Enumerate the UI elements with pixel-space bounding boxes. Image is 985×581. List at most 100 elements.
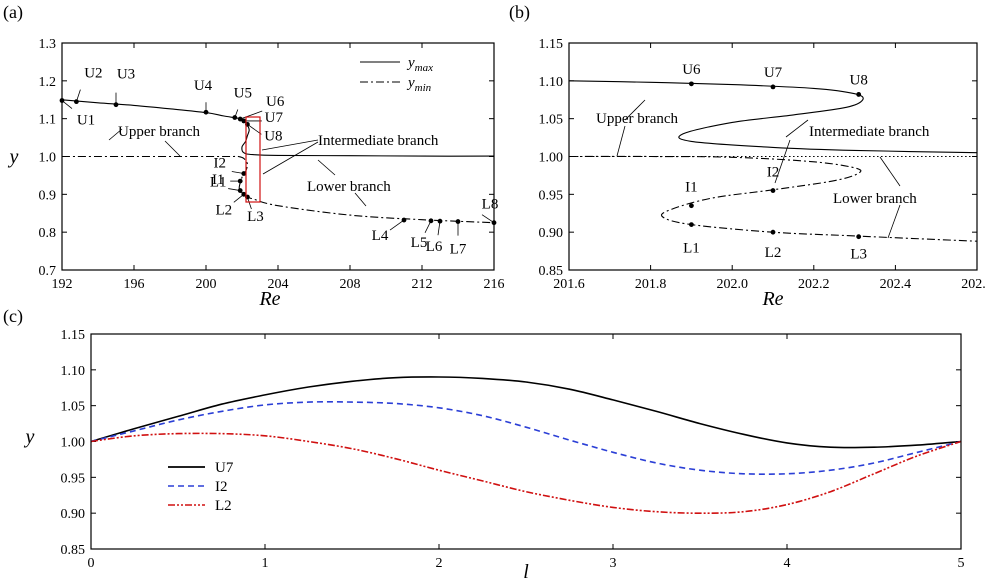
panel-c-label: (c) [3, 306, 23, 327]
legend-i2-label: I2 [215, 479, 228, 495]
point-label-U5: U5 [234, 86, 252, 102]
series-line-I2 [90, 401, 962, 475]
x-tick-label: 201.6 [553, 277, 585, 292]
x-tick-label: 204 [268, 277, 289, 292]
legend-u7-label: U7 [215, 460, 234, 476]
y-tick-label: 0.7 [39, 264, 57, 279]
panel-a-xlabel: Re [258, 288, 280, 310]
upper-branch-arrow [108, 128, 123, 141]
point-I1 [689, 203, 694, 209]
intermediate-branch-label: Intermediate branch [318, 133, 439, 149]
point-label-I1: I1 [212, 172, 225, 188]
point-label-I1: I1 [685, 180, 698, 196]
panel-b-points: U6 U7 U8 I1 I2 L1 L2 L3 [682, 62, 868, 263]
point-label-L7: L7 [450, 242, 467, 258]
series-line-L2 [90, 432, 962, 515]
intermediate-branch-arrow-2 [262, 141, 319, 175]
y-tick-label: 0.85 [61, 543, 86, 558]
point-label-U3: U3 [117, 67, 135, 83]
point-leader [234, 109, 239, 118]
point-leader [424, 220, 432, 233]
intermediate-branch-arrow [261, 139, 319, 151]
y-tick-label: 0.8 [39, 226, 57, 241]
y-tick-label: 1.00 [61, 436, 86, 451]
point-label-U8: U8 [264, 128, 282, 144]
y-tick-label: 1.1 [39, 113, 57, 128]
point-label-L3: L3 [850, 247, 867, 263]
y-tick-label: 0.95 [61, 471, 86, 486]
upper-branch-arrow-2 [164, 140, 181, 157]
panel-a-zoom-box [245, 116, 261, 203]
x-tick-label: 192 [52, 277, 73, 292]
x-tick-label: 3 [610, 556, 617, 571]
point-leader [240, 110, 263, 120]
lower-branch-label: Lower branch [307, 179, 391, 195]
x-tick-label: 2 [436, 556, 443, 571]
point-label-U7: U7 [764, 65, 783, 81]
panel-b-series [568, 80, 978, 242]
y-tick-label: 1.3 [39, 37, 57, 52]
x-tick-label: 212 [412, 277, 433, 292]
point-L3 [856, 234, 862, 240]
y-tick-label: 1.05 [61, 400, 86, 415]
x-tick-label: 216 [484, 277, 505, 292]
b-intermediate-arrow [785, 119, 809, 138]
point-label-U8: U8 [850, 72, 868, 88]
b-intermediate-branch-label: Intermediate branch [809, 124, 930, 140]
point-label-L1: L1 [210, 175, 227, 191]
y-tick-label: 1.05 [539, 113, 564, 128]
y-tick-label: 0.90 [539, 226, 564, 241]
point-leader [247, 196, 252, 210]
panel-a: (a) 192 196 200 204 208 212 216 0.7 0.8 0.9 1.0 1.1… [3, 2, 505, 310]
point-leader [61, 100, 73, 109]
series-line-solid [61, 99, 495, 157]
y-tick-label: 1.15 [61, 328, 86, 343]
y-tick-label: 1.15 [539, 37, 564, 52]
y-tick-label: 1.00 [539, 151, 564, 166]
x-tick-label: 201.8 [635, 277, 667, 292]
panel-c-frame [90, 333, 962, 550]
y-tick-label: 1.10 [61, 364, 86, 379]
x-tick-label: 196 [124, 277, 145, 292]
panel-b-xlabel: Re [761, 288, 783, 310]
y-tick-label: 0.95 [539, 188, 564, 203]
point-U7 [770, 84, 776, 90]
panel-b-ticks: 201.6 201.8 202.0 202.2 202.4 202.6 0.85 0.90 0.… [539, 37, 985, 292]
point-leader [481, 214, 495, 224]
point-label-U6: U6 [266, 94, 285, 110]
point-L1 [689, 222, 694, 228]
panel-a-ticks: 192 196 200 204 208 212 216 0.7 0.8 0.9 1.0 1.1 1.2 1… [39, 37, 505, 292]
point-L2 [770, 229, 776, 235]
legend-ymax-label: ymax [406, 55, 433, 74]
x-tick-label: 208 [340, 277, 361, 292]
y-tick-label: 1.2 [39, 75, 57, 90]
x-tick-label: 200 [196, 277, 217, 292]
x-tick-label: 202.2 [798, 277, 830, 292]
b-intermediate-arrow-2 [774, 139, 791, 184]
panel-c-ticks: 0 1 2 3 4 5 0.85 0.90 0.95 1.00 1.05 1.10 1.15 [61, 328, 965, 571]
point-U6 [689, 81, 694, 87]
point-leader [76, 89, 81, 102]
point-leader [228, 188, 241, 191]
point-label-I2: I2 [767, 165, 780, 181]
point-label-L6: L6 [426, 239, 443, 255]
panel-c-xlabel: l [523, 561, 529, 581]
panel-a-annotations [108, 128, 367, 207]
x-tick-label: 0 [88, 556, 95, 571]
point-label-I2: I2 [214, 156, 227, 172]
b-upper-branch-label: Upper branch [596, 111, 679, 127]
panel-a-ylabel: y [8, 146, 19, 168]
panel-b-label: (b) [509, 2, 530, 23]
point-label-L5: L5 [411, 235, 428, 251]
point-L1 [237, 188, 243, 193]
b-lower-branch-label: Lower branch [833, 191, 917, 207]
series-line-solid [568, 80, 978, 154]
legend-ymin-label: ymin [406, 75, 432, 94]
x-tick-label: 202.0 [716, 277, 748, 292]
x-tick-label: 4 [784, 556, 791, 571]
b-lower-arrow-2 [887, 204, 901, 239]
point-label-L4: L4 [372, 228, 389, 244]
y-tick-label: 0.9 [39, 188, 57, 203]
